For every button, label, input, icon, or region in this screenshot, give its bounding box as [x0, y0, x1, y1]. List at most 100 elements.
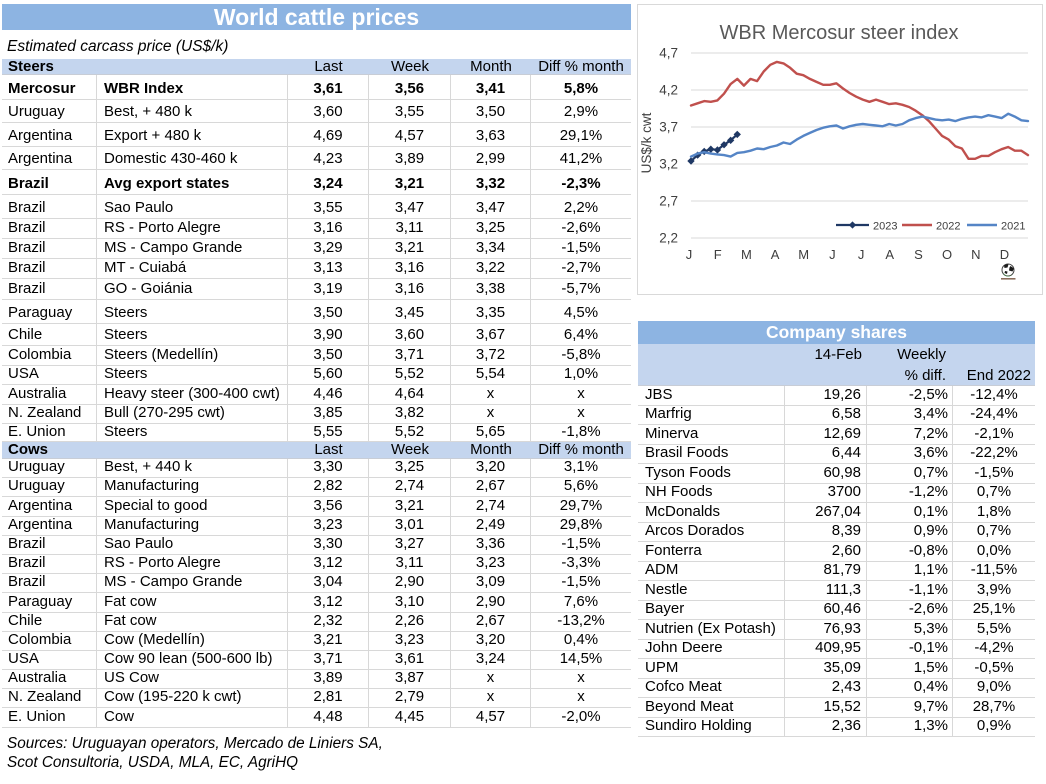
cell-price: 76,93 — [785, 620, 867, 639]
cell-country: Argentina — [2, 516, 97, 535]
chart-border — [637, 4, 1043, 295]
cell-description: Steers — [97, 324, 288, 345]
table-row: Uruguay Best, + 480 k 3,60 3,55 3,50 2,9% — [2, 100, 631, 123]
cell-diff: 29,8% — [559, 515, 603, 533]
cell-country: Uruguay — [2, 478, 97, 497]
cell-company-name: Sundiro Holding — [638, 717, 785, 736]
cell-weekly-diff: 7,2% — [867, 425, 953, 444]
table-row: Uruguay Manufacturing 2,82 2,74 2,67 5,6% — [2, 478, 631, 498]
cell-description: Best, + 480 k — [97, 100, 288, 122]
cell-week: 2,90 — [369, 574, 451, 593]
cell-last: 3,60 — [288, 100, 369, 122]
cell-month: 2,67 — [451, 612, 531, 631]
header-date: 14-Feb — [814, 346, 862, 363]
x-tick-label: J — [829, 247, 836, 262]
globe-icon[interactable] — [1001, 263, 1016, 280]
cell-week: 5,52 — [369, 424, 451, 442]
y-tick-label: 2,7 — [659, 194, 678, 209]
cell-description: Manufacturing — [97, 478, 288, 497]
cell-month: 3,25 — [451, 219, 531, 238]
cell-end-2022: 3,9% — [976, 580, 1012, 598]
cell-month: x — [451, 405, 531, 423]
cell-country: Chile — [2, 612, 97, 631]
cell-week: 3,23 — [369, 631, 451, 650]
cell-month: x — [451, 670, 531, 689]
cell-diff: -5,7% — [561, 280, 601, 297]
cell-description: Manufacturing — [97, 516, 288, 535]
cell-company-name: Cofco Meat — [638, 678, 785, 697]
cell-end-2022: 28,7% — [972, 697, 1016, 715]
cell-description: Sao Paulo — [97, 195, 288, 218]
cell-month: 3,20 — [451, 631, 531, 650]
table-row: Australia Heavy steer (300-400 cwt) 4,46 4,… — [2, 385, 631, 405]
cell-last: 3,89 — [288, 670, 369, 689]
table-row: Brazil RS - Porto Alegre 3,12 3,11 3,23 -3,3% — [2, 554, 631, 575]
column-header: Month — [470, 58, 512, 75]
header-spacer-2 — [953, 344, 1035, 365]
cell-end-2022: 0,7% — [976, 483, 1012, 500]
cell-company-name: Marfrig — [638, 405, 785, 424]
cell-week: 3,16 — [369, 279, 451, 299]
cell-weekly-diff: 1,5% — [867, 659, 953, 678]
cell-month: 3,50 — [451, 100, 531, 122]
x-tick-label: M — [741, 247, 752, 262]
steer-index-chart: 4,7 4,2 3,7 3,2 2,7 2,2 WBR Mercosur steer ind… — [637, 4, 1043, 300]
cell-last: 2,32 — [288, 612, 369, 631]
cell-weekly-diff: 9,7% — [867, 698, 953, 717]
column-header: Diff % month — [538, 441, 624, 458]
y-tick-label: 3,7 — [659, 120, 678, 135]
cell-country: E. Union — [2, 424, 97, 442]
cell-description: Bull (270-295 cwt) — [97, 405, 288, 423]
world-cattle-prices-panel: World cattle prices Estimated carcass pr… — [2, 4, 631, 772]
column-header: Month — [470, 441, 512, 458]
cell-company-name: Arcos Dorados — [638, 522, 785, 541]
cell-month: 3,23 — [451, 554, 531, 574]
cell-price: 2,60 — [785, 542, 867, 561]
table-row: E. Union Cow 4,48 4,45 4,57 -2,0% — [2, 708, 631, 728]
cell-diff: -2,3% — [561, 175, 601, 192]
cell-company-name: JBS — [638, 386, 785, 405]
x-tick-label: D — [1000, 247, 1009, 262]
cell-last: 3,71 — [288, 650, 369, 670]
cell-month: 3,35 — [451, 300, 531, 323]
cell-end-2022: -22,2% — [970, 444, 1018, 461]
cell-price: 12,69 — [785, 425, 867, 444]
company-row: JBS 19,26 -2,5% -12,4% — [638, 386, 1035, 406]
cell-week: 3,71 — [369, 346, 451, 365]
x-tick-label: J — [686, 247, 693, 262]
cell-weekly-diff: -2,6% — [867, 600, 953, 619]
section-header-steers: Steers Last Week Month Diff % month — [2, 59, 631, 75]
cell-month: 3,36 — [451, 535, 531, 554]
cell-last: 4,48 — [288, 708, 369, 727]
cell-diff: -2,6% — [561, 219, 601, 236]
cell-company-name: Beyond Meat — [638, 698, 785, 717]
cell-end-2022: 0,7% — [976, 522, 1012, 539]
cell-price: 3700 — [785, 483, 867, 502]
cell-end-2022: -1,5% — [974, 463, 1014, 481]
y-tick-label: 4,7 — [659, 46, 678, 61]
cell-end-2022: -12,4% — [970, 385, 1018, 403]
company-row: ADM 81,79 1,1% -11,5% — [638, 561, 1035, 581]
series-marker-2023 — [707, 145, 715, 153]
cell-company-name: John Deere — [638, 639, 785, 658]
cell-diff: 2,2% — [563, 199, 599, 216]
table-row: Brazil MS - Campo Grande 3,04 2,90 3,09 -1,5% — [2, 574, 631, 594]
column-header: Week — [390, 58, 430, 75]
cell-description: MS - Campo Grande — [97, 574, 288, 593]
cell-end-2022: 0,0% — [976, 541, 1012, 559]
cell-description: Fat cow — [97, 612, 288, 631]
x-tick-label: S — [914, 247, 923, 262]
cell-price: 2,43 — [785, 678, 867, 697]
cell-last: 2,82 — [288, 478, 369, 497]
cell-country: Brazil — [2, 170, 97, 194]
company-row: UPM 35,09 1,5% -0,5% — [638, 659, 1035, 679]
cell-diff: -2,7% — [561, 259, 601, 276]
cell-country: Uruguay — [2, 100, 97, 122]
cell-weekly-diff: 1,1% — [867, 561, 953, 580]
cell-description: GO - Goiánia — [97, 279, 288, 299]
cell-description: MS - Campo Grande — [97, 239, 288, 258]
cell-description: RS - Porto Alegre — [97, 554, 288, 574]
table-row: Argentina Special to good 3,56 3,21 2,74 29,7… — [2, 497, 631, 517]
table-row: Argentina Domestic 430-460 k 4,23 3,89 2,99 4… — [2, 147, 631, 170]
sources-note: Sources: Uruguayan operators, Mercado de… — [2, 728, 631, 772]
